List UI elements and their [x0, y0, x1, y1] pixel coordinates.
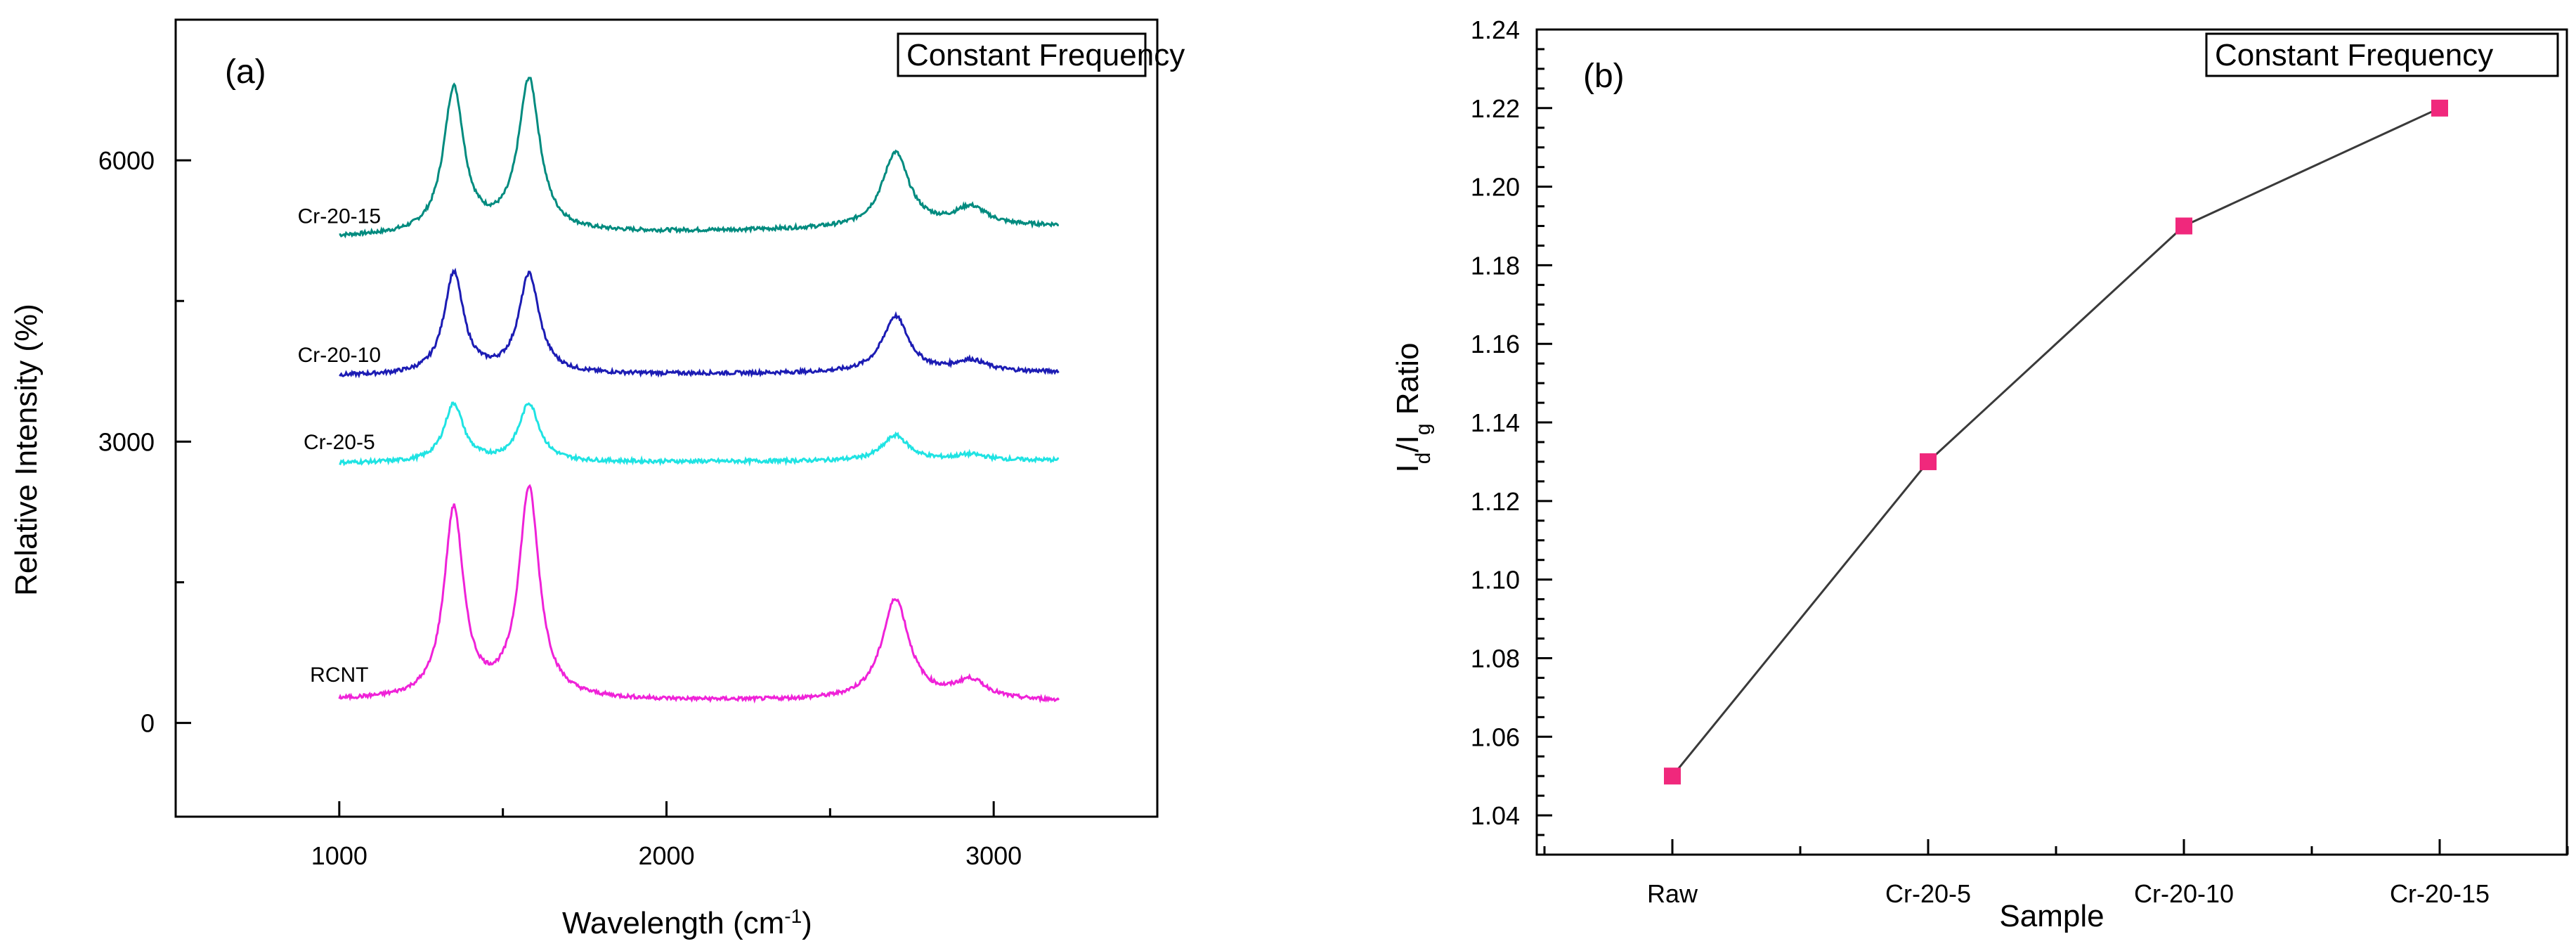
panel-a-x-tick-label: 3000 — [965, 841, 1022, 870]
panel-a-y-tick-label: 6000 — [98, 146, 155, 175]
panel-b-x-tick-label: Raw — [1647, 879, 1698, 908]
panel-b-legend-text: Constant Frequency — [2215, 38, 2493, 72]
panel-a-x-tick-label: 2000 — [638, 841, 694, 870]
panel-b-y-tick-label: 1.12 — [1471, 487, 1520, 516]
panel-b-y-axis-title: Id/Ig Ratio — [1391, 342, 1435, 472]
panel-b-data-point — [1920, 453, 1937, 470]
panel-b-y-tick-label: 1.22 — [1471, 94, 1520, 123]
panel-b-axis-ticks: 1.04 1.06 1.08 1.10 1.12 1.14 1.16 1.18 1.20 1.22… — [1471, 15, 2569, 908]
panel-b-ratio-chart: 1.04 1.06 1.08 1.10 1.12 1.14 1.16 1.18 1.20 1.22… — [1391, 15, 2569, 933]
panel-b-plot-frame — [1535, 28, 2568, 856]
panel-a-series-cr-20-5 — [339, 401, 1060, 467]
panel-a-label: (a) — [225, 53, 266, 91]
panel-b-y-tick-label: 1.16 — [1471, 330, 1520, 358]
panel-b-points — [1664, 99, 2448, 785]
panel-a-legend-box — [897, 32, 1147, 77]
panel-a-series-label: Cr-20-5 — [304, 431, 375, 454]
panel-b-x-axis-title: Sample — [1999, 899, 2104, 933]
panel-a-x-tick-label: 1000 — [311, 841, 367, 870]
panel-a-series-cr-20-10 — [339, 267, 1060, 379]
panel-b-y-tick-label: 1.08 — [1471, 644, 1520, 673]
panel-b-x-tick-label: Cr-20-5 — [1885, 879, 1971, 908]
panel-a-axis-ticks: 1000 2000 3000 0 3000 6000 — [98, 18, 1159, 870]
panel-a-series-rcnt — [338, 484, 1060, 704]
panel-b-y-tick-label: 1.04 — [1471, 801, 1520, 830]
panel-a-series-label: Cr-20-15 — [298, 205, 381, 228]
panel-a-x-axis-title: Wavelength (cm-1) — [562, 905, 812, 941]
panel-b-x-tick-label: Cr-20-15 — [2390, 879, 2490, 908]
panel-b-y-tick-label: 1.24 — [1471, 15, 1520, 44]
panel-b-y-tick-label: 1.20 — [1471, 173, 1520, 202]
panel-a-y-tick-label: 0 — [141, 709, 155, 738]
panel-a-y-axis-title: Relative Intensity (%) — [9, 304, 44, 596]
panel-b-y-tick-label: 1.18 — [1471, 251, 1520, 280]
panel-b-data-point — [2431, 99, 2448, 117]
panel-b-series-line — [1671, 107, 2440, 777]
panel-b-data-point — [1664, 767, 1681, 785]
panel-b-data-point — [2175, 217, 2192, 235]
panel-b-legend-box — [2205, 32, 2559, 77]
panel-b-y-tick-label: 1.06 — [1471, 723, 1520, 751]
panel-b-y-tick-label: 1.10 — [1471, 566, 1520, 595]
panel-a-legend-text: Constant Frequency — [906, 38, 1185, 72]
panel-a-series-group: Cr-20-15 Cr-20-10 Cr-20-5 RCNT — [298, 77, 1060, 704]
panel-a-series-label: RCNT — [310, 663, 368, 687]
panel-a-y-tick-label: 3000 — [98, 427, 155, 456]
panel-b-x-tick-label: Cr-20-10 — [2134, 879, 2234, 908]
panel-b-label: (b) — [1583, 58, 1625, 95]
panel-b-y-tick-label: 1.14 — [1471, 408, 1520, 437]
panel-a-series-cr-20-15 — [339, 77, 1059, 239]
panel-a-series-label: Cr-20-10 — [298, 344, 381, 367]
